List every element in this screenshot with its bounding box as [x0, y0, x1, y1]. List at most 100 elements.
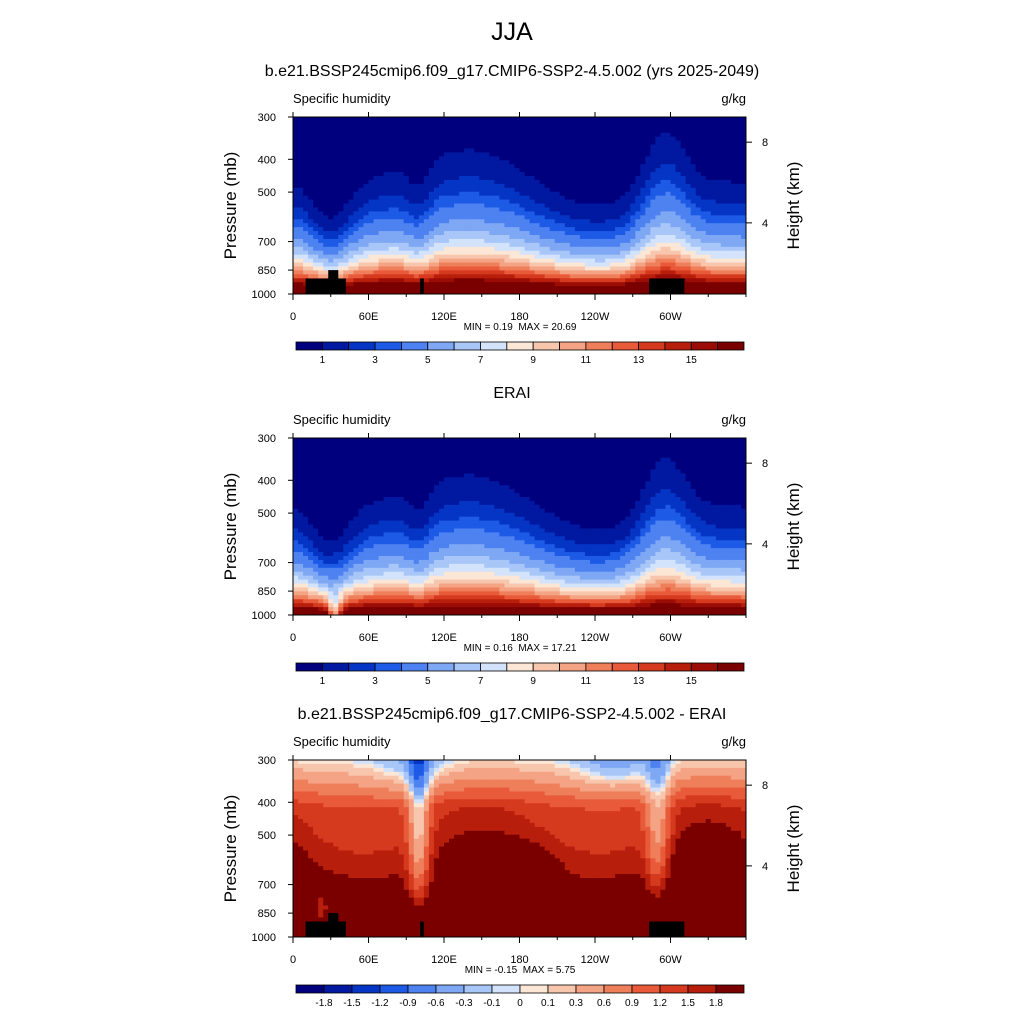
- panel-2-cell: [685, 461, 692, 467]
- panel-1-cell: [549, 152, 556, 157]
- panel-2-cell: [308, 441, 314, 447]
- panel-1-cell: [308, 172, 314, 177]
- panel-1-cell: [378, 219, 385, 224]
- panel-1-cell: [388, 152, 395, 157]
- panel-1-cell: [640, 219, 646, 224]
- panel-1-cell: [514, 156, 521, 161]
- panel-1-cell: [605, 156, 611, 161]
- panel-1-cell: [398, 246, 405, 252]
- panel-1-cell: [544, 254, 551, 260]
- panel-1-cell: [720, 235, 727, 240]
- panel-1-cell: [740, 144, 746, 150]
- panel-1-cell: [378, 176, 385, 181]
- panel-1-cell: [519, 176, 526, 181]
- panel-1-cell: [469, 164, 475, 169]
- panel-1-cell: [509, 120, 516, 126]
- panel-1-cell: [735, 199, 742, 205]
- panel-1-cell: [534, 176, 541, 181]
- panel-2-cell: [358, 457, 365, 463]
- panel-1-cell: [413, 242, 420, 248]
- panel-1-cell: [690, 199, 697, 205]
- panel-1-cell: [715, 238, 722, 244]
- panel-1-cell: [665, 199, 672, 205]
- panel-1-cell: [484, 274, 490, 279]
- panel-1-cell: [725, 120, 732, 126]
- panel-1-cell: [459, 172, 465, 177]
- panel-1-cell: [403, 207, 410, 212]
- panel-1-cell: [388, 136, 395, 142]
- panel-1-cell: [303, 160, 309, 165]
- panel-1-cell: [499, 238, 505, 244]
- panel-1-cell: [423, 235, 430, 240]
- panel-2-cell: [595, 438, 601, 443]
- panel-2-cell: [293, 441, 299, 447]
- panel-1-cell: [615, 290, 621, 294]
- panel-1-cell: [378, 164, 385, 169]
- panel-1-cell: [650, 203, 656, 209]
- panel-2-cell: [620, 469, 626, 474]
- panel-1-cell: [499, 136, 505, 142]
- panel-1-cell: [499, 219, 505, 224]
- panel-2-cell: [615, 445, 621, 451]
- panel-1-cell: [388, 286, 395, 291]
- panel-1-cell: [740, 132, 746, 138]
- panel-1-cell: [660, 140, 667, 146]
- panel-2-cell: [549, 441, 556, 447]
- panel-1-x-tick-label: 60W: [659, 311, 682, 323]
- panel-1-y-axis-label: Pressure (mb): [221, 152, 240, 260]
- panel-1-cell: [504, 160, 511, 165]
- panel-1-cell: [605, 164, 611, 169]
- panel-1-cell: [393, 278, 400, 283]
- panel-1-cell: [318, 195, 324, 201]
- panel-1-cell: [514, 199, 521, 205]
- panel-1-cell: [479, 195, 485, 201]
- panel-1-cell: [343, 211, 349, 216]
- panel-1-cell: [298, 246, 304, 252]
- panel-2-cell: [333, 449, 339, 455]
- panel-1-cell: [469, 262, 475, 268]
- panel-1-cell: [725, 219, 732, 224]
- panel-1-cell: [539, 187, 546, 193]
- panel-1-cell: [358, 140, 365, 146]
- panel-1-cell: [710, 195, 717, 201]
- panel-1-cell: [418, 223, 425, 228]
- panel-2-cell: [574, 469, 581, 474]
- panel-1-cell: [353, 191, 360, 197]
- panel-1-cell: [735, 191, 742, 197]
- panel-1-cell: [298, 172, 304, 177]
- panel-1-cell: [474, 172, 480, 177]
- panel-1-cell: [378, 140, 385, 146]
- panel-1-cell: [338, 258, 344, 264]
- panel-1-cell: [524, 156, 531, 161]
- panel-1-cell: [640, 124, 646, 130]
- panel-1-cell: [388, 160, 395, 165]
- panel-1-cell: [444, 290, 450, 294]
- panel-1-cell: [373, 124, 380, 130]
- panel-1-cell: [620, 191, 626, 197]
- panel-2-cell: [378, 445, 385, 451]
- panel-1-cell: [464, 152, 470, 157]
- panel-1-cell: [554, 270, 561, 275]
- panel-1-cell: [600, 120, 606, 126]
- panel-1-cell: [398, 215, 405, 220]
- panel-1-cell: [338, 242, 344, 248]
- panel-1-cell: [665, 266, 672, 271]
- panel-1-cell: [549, 203, 556, 209]
- panel-1-cell: [499, 262, 505, 268]
- panel-1-cell: [368, 227, 375, 232]
- panel-1-cell: [298, 238, 304, 244]
- panel-1-cell: [413, 282, 420, 287]
- panel-2-cell: [524, 465, 531, 471]
- panel-1-cell: [655, 117, 662, 122]
- panel-2-cell: [323, 445, 329, 451]
- panel-1-cell: [725, 274, 732, 279]
- panel-1-cell: [293, 211, 299, 216]
- panel-1-cell: [504, 258, 511, 264]
- panel-1-cell: [625, 223, 631, 228]
- panel-1-cell: [308, 117, 314, 122]
- panel-1-cell: [630, 148, 636, 153]
- panel-3-max: MAX = 5.75: [522, 965, 576, 976]
- panel-1-cell: [338, 195, 344, 201]
- panel-1-cell: [544, 258, 551, 264]
- panel-1-cell: [489, 238, 495, 244]
